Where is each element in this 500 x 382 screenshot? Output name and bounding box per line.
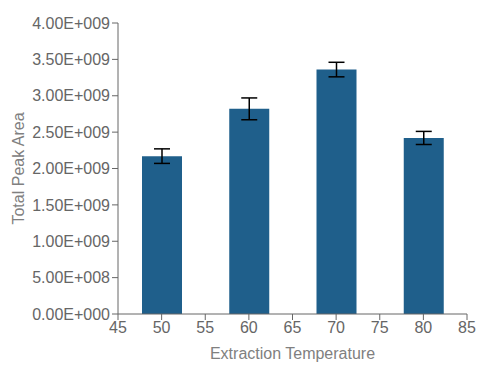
- svg-text:Total Peak Area: Total Peak Area: [10, 112, 27, 224]
- svg-text:65: 65: [284, 319, 302, 336]
- svg-text:3.00E+009: 3.00E+009: [32, 87, 110, 104]
- svg-text:85: 85: [458, 319, 476, 336]
- svg-text:75: 75: [371, 319, 389, 336]
- svg-text:60: 60: [240, 319, 258, 336]
- svg-text:1.50E+009: 1.50E+009: [32, 197, 110, 214]
- svg-text:1.00E+009: 1.00E+009: [32, 233, 110, 250]
- svg-text:5.00E+008: 5.00E+008: [32, 269, 110, 286]
- svg-text:3.50E+009: 3.50E+009: [32, 51, 110, 68]
- svg-text:2.50E+009: 2.50E+009: [32, 124, 110, 141]
- svg-text:50: 50: [153, 319, 171, 336]
- svg-text:0.00E+000: 0.00E+000: [32, 306, 110, 323]
- svg-text:4.00E+009: 4.00E+009: [32, 15, 110, 32]
- svg-text:70: 70: [327, 319, 345, 336]
- svg-text:2.00E+009: 2.00E+009: [32, 160, 110, 177]
- svg-text:Extraction Temperature: Extraction Temperature: [210, 345, 375, 362]
- svg-text:45: 45: [109, 319, 127, 336]
- svg-text:80: 80: [414, 319, 432, 336]
- svg-text:55: 55: [196, 319, 214, 336]
